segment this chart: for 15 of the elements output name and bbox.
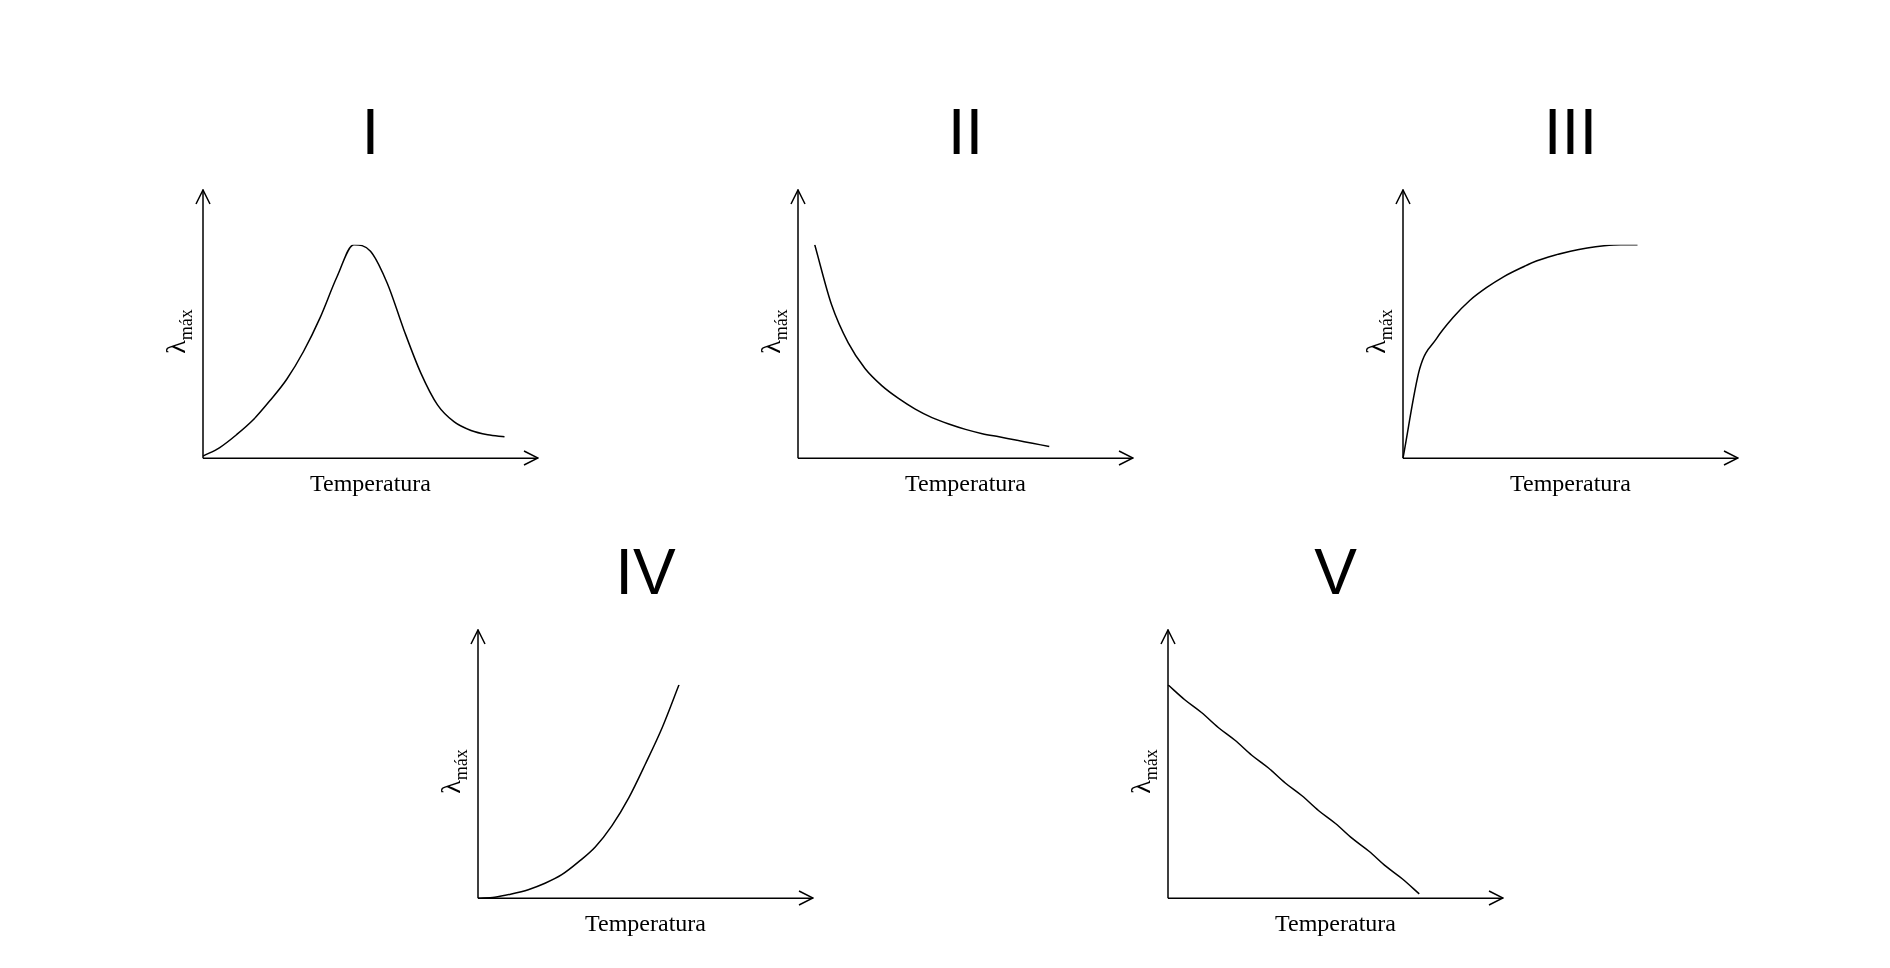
chart-title: V <box>1314 536 1358 609</box>
chart-title: II <box>947 96 984 169</box>
x-axis-title: Temperatura <box>310 469 432 496</box>
x-axis-title: Temperatura <box>1275 909 1397 936</box>
y-axis-title: λmáx <box>755 309 791 354</box>
x-axis-title: Temperatura <box>1510 469 1632 496</box>
y-axis-title: λmáx <box>1125 749 1161 794</box>
chart-title: I <box>361 96 380 169</box>
y-axis-title: λmáx <box>435 749 471 794</box>
y-axis-title: λmáx <box>1360 309 1396 354</box>
x-axis-title: Temperatura <box>585 909 707 936</box>
chart-title: IV <box>615 536 677 609</box>
y-axis-title: λmáx <box>160 309 196 354</box>
x-axis-title: Temperatura <box>905 469 1027 496</box>
chart-title: III <box>1543 96 1598 169</box>
